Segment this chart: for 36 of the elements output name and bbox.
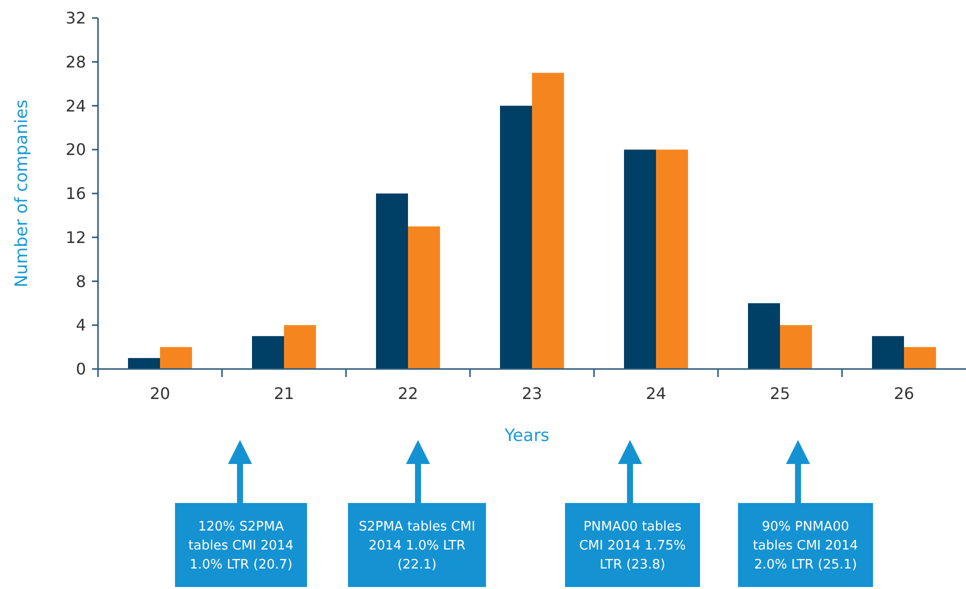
y-tick-label: 12: [66, 228, 86, 247]
bar: [532, 72, 564, 369]
y-tick-label: 4: [76, 316, 86, 335]
text: 90% PNMA00 tables CMI 2014 2.0% LTR (25.1): [752, 520, 858, 573]
y-tick-label: 24: [66, 96, 86, 116]
bar: [500, 106, 532, 369]
y-tick-label: 8: [76, 272, 86, 291]
bar: [624, 150, 656, 369]
x-tick-label: 21: [274, 384, 294, 403]
x-tick-label: 25: [770, 384, 790, 403]
y-tick-label: 32: [66, 8, 86, 28]
y-tick-label: 28: [66, 52, 86, 72]
x-tick-label: 22: [398, 384, 418, 403]
bar: [376, 194, 408, 369]
x-tick-label: 24: [646, 384, 666, 403]
text: S2PMA tables CMI 2014 1.0% LTR (22.1): [358, 520, 476, 573]
bar: [656, 150, 688, 369]
bar: [780, 325, 812, 369]
x-axis-title: Years: [504, 426, 550, 446]
text: 120% S2PMA tables CMI 2014 1.0% LTR (20.7): [188, 520, 294, 573]
text: PNMA00 tables CMI 2014 1.75% LTR (23.8): [579, 520, 686, 573]
x-tick-label: 23: [522, 384, 542, 403]
bar: [128, 358, 160, 369]
x-tick-label: 26: [894, 384, 914, 403]
bar: [252, 336, 284, 369]
bar: [408, 226, 440, 369]
bar: [872, 336, 904, 369]
bar: [284, 325, 316, 369]
y-tick-label: 16: [66, 184, 86, 204]
y-tick-label: 0: [76, 360, 86, 379]
bar: [748, 303, 780, 369]
y-tick-label: 20: [66, 140, 86, 160]
bar: [904, 347, 936, 369]
y-axis-title: Number of companies: [12, 99, 32, 288]
x-tick-label: 20: [150, 384, 170, 403]
bar: [160, 347, 192, 369]
